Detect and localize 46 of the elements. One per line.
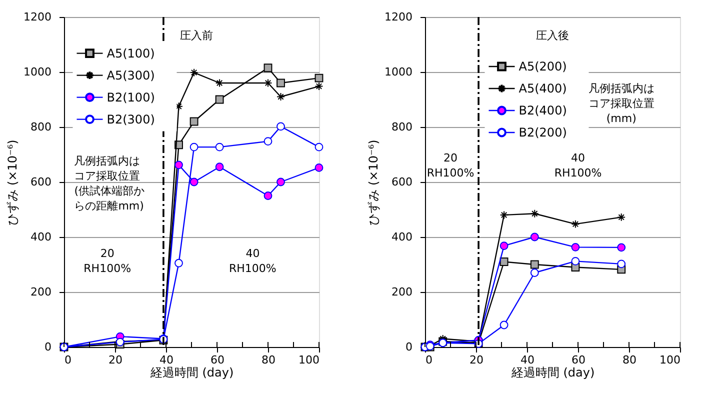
- annotation: 20 RH100%: [84, 247, 132, 275]
- y-tick-label: 800: [392, 120, 412, 134]
- x-tick-label: 60: [572, 354, 586, 366]
- x-tick-label: 80: [262, 354, 276, 366]
- legend-label: B2(400): [518, 104, 567, 118]
- annotation: 圧入後: [536, 29, 569, 42]
- y-tick-label: 800: [30, 120, 52, 134]
- y-tick-label: 400: [392, 230, 412, 244]
- y-tick-label: 1200: [24, 10, 52, 24]
- y-tick-label: 200: [392, 286, 412, 298]
- annotation: 40 RH100%: [229, 247, 276, 275]
- legend-label: A5(400): [518, 82, 567, 96]
- y-tick-label: 600: [30, 176, 52, 188]
- x-tick-label: 0: [426, 354, 432, 366]
- legend-label: B2(200): [518, 126, 567, 140]
- legend-label: B2(100): [106, 90, 155, 104]
- legend-label: B2(300): [106, 112, 155, 126]
- legend-label: A5(200): [518, 60, 567, 74]
- x-tick-label: 40: [160, 354, 174, 366]
- y-tick-label: 400: [30, 230, 52, 244]
- x-tick-label: 100: [660, 354, 680, 366]
- annotation: 20 RH100%: [426, 151, 474, 180]
- y-tick-label: 1200: [384, 10, 412, 24]
- x-tick-label: 40: [520, 354, 534, 366]
- y-tick-label: 1000: [384, 66, 412, 78]
- legend-label: A5(300): [106, 68, 155, 82]
- x-axis-title: 経過時間 (day): [510, 366, 595, 380]
- y-tick-label: 0: [406, 340, 412, 354]
- y-tick-label: 0: [44, 340, 52, 354]
- x-axis-title: 経過時間 (day): [149, 366, 234, 380]
- annotation: 凡例括弧内はコア採取位置(供試体端部からの距離mm): [74, 154, 144, 213]
- annotation: 40 RH100%: [554, 151, 602, 180]
- x-tick-label: 20: [108, 354, 122, 366]
- y-tick-label: 1000: [24, 66, 52, 78]
- x-tick-label: 80: [622, 354, 636, 366]
- x-tick-label: 100: [298, 354, 320, 366]
- x-tick-label: 0: [64, 354, 72, 366]
- x-tick-label: 60: [210, 354, 224, 366]
- x-tick-label: 20: [470, 354, 484, 366]
- y-tick-label: 600: [392, 176, 412, 188]
- y-tick-label: 200: [30, 286, 52, 298]
- y-axis-title: ひずみ (×10⁻⁶): [6, 140, 20, 226]
- legend-label: A5(100): [106, 46, 155, 60]
- y-axis-title: ひずみ (×10⁻⁶): [366, 140, 381, 226]
- annotation: 圧入前: [180, 29, 214, 42]
- annotation: 凡例括弧内はコア採取位置(mm): [588, 82, 654, 125]
